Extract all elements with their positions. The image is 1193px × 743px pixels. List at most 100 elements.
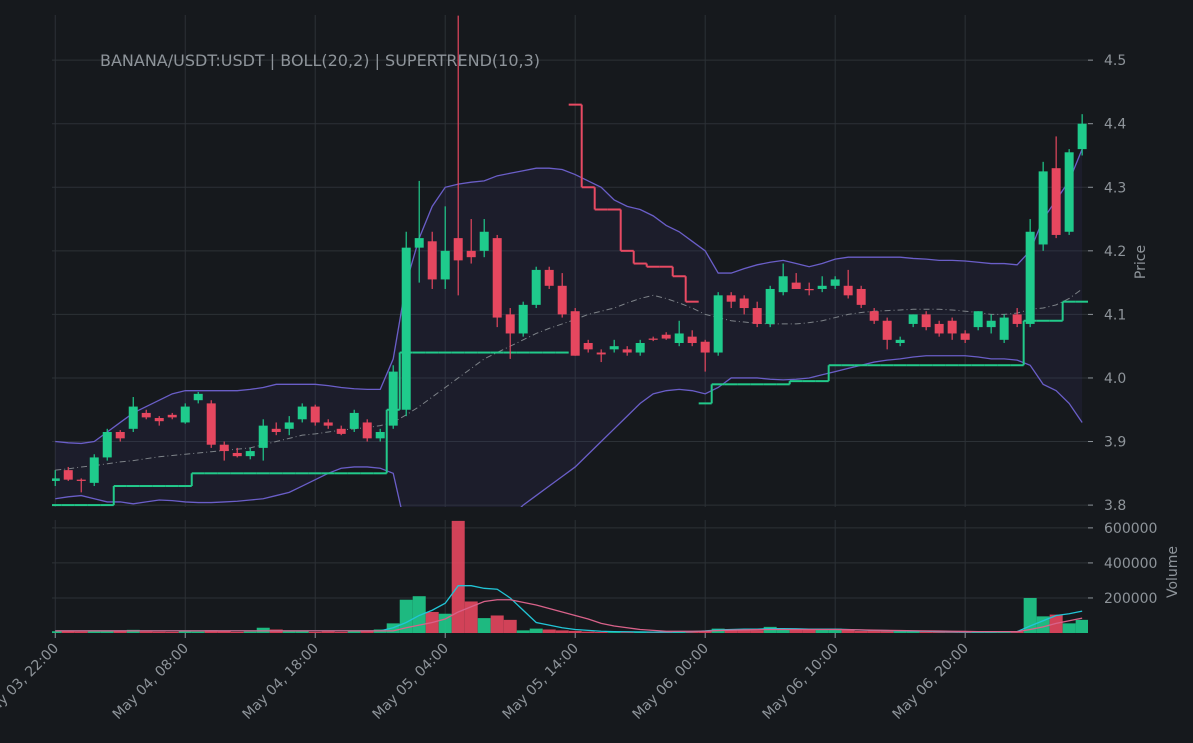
candle-body	[765, 288, 775, 324]
volume-bar	[61, 630, 75, 633]
y-tick-label: 4.4	[1104, 117, 1126, 133]
candle-body	[206, 403, 216, 445]
candle-body	[1012, 314, 1022, 324]
candle-body	[336, 428, 346, 434]
candle-body	[518, 304, 528, 334]
volume-bar	[815, 629, 829, 633]
volume-bar	[360, 630, 374, 633]
volume-bar	[620, 632, 634, 633]
candle-body	[414, 238, 424, 248]
candle-body	[1064, 152, 1074, 232]
volume-bar	[165, 631, 179, 633]
volume-bar	[191, 631, 205, 633]
candle-body	[583, 343, 593, 350]
volume-bar	[607, 632, 621, 633]
candle-body	[791, 282, 801, 289]
candle-body	[557, 285, 567, 315]
volume-bar	[217, 631, 231, 633]
candle-body	[76, 479, 86, 481]
volume-bar	[347, 631, 361, 633]
candle-body	[609, 346, 619, 350]
volume-bar	[490, 615, 504, 633]
volume-bar	[932, 631, 946, 633]
x-tick-label: May 04, 08:00	[110, 641, 192, 723]
candle-body	[154, 418, 164, 422]
volume-bar	[789, 628, 803, 633]
candle-body	[869, 311, 879, 321]
volume-bar	[880, 630, 894, 633]
x-tick-label: May 06, 00:00	[630, 641, 712, 723]
y-tick-label: 4.5	[1104, 53, 1126, 69]
candle-body	[440, 250, 450, 280]
volume-bar	[321, 631, 335, 633]
x-tick-label: May 03, 22:00	[0, 641, 62, 723]
candle-body	[323, 422, 333, 426]
volume-bar	[919, 631, 933, 633]
y-axis-label: Price	[1133, 245, 1149, 279]
candle-body	[544, 269, 554, 286]
volume-ma	[55, 599, 1083, 633]
volume-bar	[867, 630, 881, 633]
candle-body	[700, 341, 710, 353]
candle-body	[648, 338, 658, 340]
volume-bar	[1036, 616, 1050, 633]
candle-body	[999, 317, 1009, 340]
price-panel	[52, 15, 1088, 507]
volume-bar	[230, 631, 244, 633]
volume-bar	[945, 632, 959, 633]
volume-bar	[737, 629, 751, 633]
candle-body	[843, 285, 853, 296]
volume-bar	[477, 618, 491, 633]
candle-body	[271, 428, 281, 432]
candle-body	[973, 311, 983, 328]
volume-bar	[841, 629, 855, 633]
volume-bar	[568, 630, 582, 633]
grid	[52, 15, 1093, 638]
x-tick-label: May 05, 04:00	[370, 641, 452, 723]
y-tick-label: 3.9	[1104, 435, 1126, 451]
volume-bar	[74, 631, 88, 633]
volume-bar	[139, 631, 153, 633]
candle-body	[908, 314, 918, 324]
volume-bar	[451, 520, 465, 633]
volume-bar	[893, 631, 907, 633]
candle-body	[310, 406, 320, 423]
volume-bar	[178, 631, 192, 633]
candle-body	[63, 470, 73, 480]
candle-body	[349, 412, 359, 429]
candle-body	[375, 431, 385, 439]
candle-body	[453, 238, 463, 261]
candle-body	[739, 298, 749, 309]
volume-bar	[308, 631, 322, 633]
candle-body	[427, 241, 437, 280]
volume-ma	[55, 585, 1083, 633]
candle-body	[661, 334, 671, 339]
y-tick-label: 4.3	[1104, 180, 1126, 196]
candle-body	[115, 431, 125, 439]
y-tick-label: 200000	[1104, 591, 1157, 607]
candle-body	[505, 314, 515, 334]
volume-bar	[750, 630, 764, 633]
candle-body	[856, 288, 866, 305]
volume-bar	[412, 596, 426, 633]
candle-body	[882, 320, 892, 340]
boll-lower	[55, 355, 1083, 507]
volume-bar	[685, 631, 699, 633]
candle-body	[687, 336, 697, 343]
volume-bar	[854, 630, 868, 633]
candle-body	[466, 250, 476, 258]
candle-body	[102, 431, 112, 458]
volume-bar	[503, 619, 517, 633]
candle-body	[167, 414, 177, 418]
y-tick-label: 4.1	[1104, 307, 1126, 323]
candle-body	[219, 444, 229, 452]
x-tick-label: May 06, 20:00	[890, 641, 972, 723]
candle-body	[830, 279, 840, 286]
volume-bar	[282, 630, 296, 633]
volume-bar	[776, 629, 790, 633]
candle-body	[401, 247, 411, 410]
volume-bar	[464, 601, 478, 633]
chart-title: BANANA/USDT:USDT | BOLL(20,2) | SUPERTRE…	[100, 51, 540, 70]
volume-bar	[516, 630, 530, 633]
volume-bar	[594, 631, 608, 633]
